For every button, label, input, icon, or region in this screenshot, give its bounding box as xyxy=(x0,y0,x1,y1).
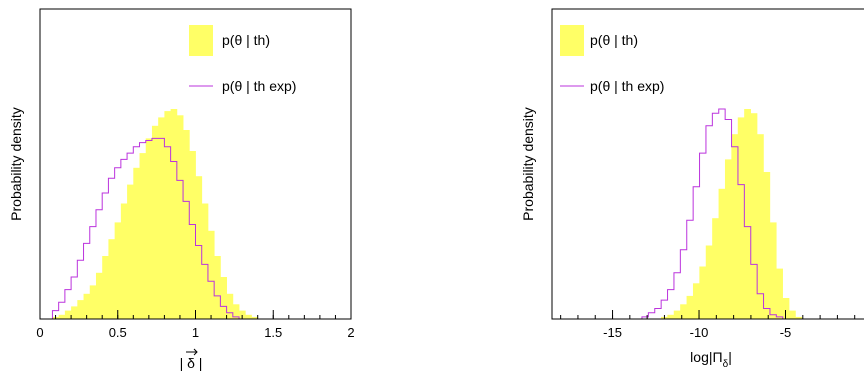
right-x-tick-labels: -15-10-50 xyxy=(603,325,792,340)
histogram-bar xyxy=(214,256,221,319)
histogram-bar xyxy=(108,239,116,319)
histogram-bar xyxy=(77,300,84,319)
right-legend-label-th: p(θ | th) xyxy=(590,32,638,48)
histogram-bar xyxy=(782,298,790,319)
histogram-bar xyxy=(120,203,128,319)
x-tick-label: 1 xyxy=(192,325,199,340)
x-tick-label: -10 xyxy=(690,325,709,340)
histogram-bar xyxy=(133,167,140,319)
right-y-axis-label: Probability density xyxy=(520,107,536,221)
x-tick-label: 0.5 xyxy=(109,325,127,340)
histogram-bar xyxy=(750,113,758,319)
histogram-bar xyxy=(239,310,246,319)
histogram-bar xyxy=(795,316,803,319)
histogram-bar xyxy=(176,115,184,319)
histogram-bar xyxy=(183,130,190,319)
histogram-bar xyxy=(763,172,771,319)
right-chart: -15-10-50 Probability density log|Πδ| p(… xyxy=(520,8,864,370)
histogram-bar xyxy=(127,184,134,319)
histogram-bar xyxy=(673,310,681,319)
left-series-th-exp-line xyxy=(51,137,240,319)
histogram-bar xyxy=(139,153,147,319)
histogram-bar xyxy=(724,159,732,319)
histogram-bar xyxy=(71,306,78,319)
histogram-bar xyxy=(712,218,719,319)
histogram-bar xyxy=(114,222,122,319)
histogram-bar xyxy=(83,293,91,319)
histogram-bar xyxy=(189,151,196,319)
histogram-bar xyxy=(680,304,687,319)
right-series-th-exp-line xyxy=(641,108,784,319)
left-chart: 0 0.5 1 1.5 2 Probability density | δ | p(θ … xyxy=(8,8,355,371)
right-legend-fill-swatch xyxy=(560,25,584,56)
right-x-axis-label: log|Πδ| xyxy=(690,349,732,370)
histogram-bar xyxy=(220,277,227,319)
x-tick-label: -5 xyxy=(780,325,792,340)
histogram-bar xyxy=(731,134,739,319)
left-x-tick-labels: 0 0.5 1 1.5 2 xyxy=(36,325,354,340)
histogram-bar xyxy=(769,222,777,319)
histogram-bar xyxy=(776,268,783,319)
histogram-bar xyxy=(251,316,259,319)
vector-arrow-icon xyxy=(186,348,198,356)
histogram-bar xyxy=(158,117,165,320)
histogram-bar xyxy=(667,314,675,319)
histogram-bar xyxy=(686,295,694,319)
right-series-th-bars xyxy=(660,109,803,320)
histogram-bar xyxy=(718,188,726,319)
histogram-bar xyxy=(195,176,203,319)
histogram-bar xyxy=(788,310,796,319)
histogram-bar xyxy=(102,256,109,319)
left-legend-label-th: p(θ | th) xyxy=(222,32,270,48)
histogram-bar xyxy=(89,285,97,319)
x-tick-label: 0 xyxy=(36,325,43,340)
histogram-bar xyxy=(64,310,72,319)
x-tick-label: 1.5 xyxy=(264,325,282,340)
x-tick-label: 2 xyxy=(347,325,354,340)
left-x-ticks xyxy=(39,310,352,319)
histogram-bar xyxy=(151,125,159,319)
histogram-bar xyxy=(58,314,66,319)
histogram-bar xyxy=(201,203,209,319)
histogram-bar xyxy=(226,293,234,319)
x-tick-label: -15 xyxy=(603,325,622,340)
histogram-bar xyxy=(170,109,178,319)
histogram-bar xyxy=(699,266,707,319)
histogram-bar xyxy=(744,109,751,319)
histogram-bar xyxy=(164,111,172,319)
right-x-ticks xyxy=(560,310,856,319)
histogram-bar xyxy=(207,230,215,319)
right-legend-label-th-exp: p(θ | th exp) xyxy=(590,78,664,94)
histogram-bar xyxy=(95,272,103,319)
histogram-bar xyxy=(756,134,764,319)
histogram-bar xyxy=(705,245,713,319)
histogram-bar xyxy=(145,138,153,319)
left-series-th-bars xyxy=(52,109,259,320)
left-x-axis-label: | δ | xyxy=(180,355,203,371)
histogram-bar xyxy=(692,283,700,319)
right-plot-frame xyxy=(551,8,864,320)
left-legend-label-th-exp: p(θ | th exp) xyxy=(222,78,296,94)
histogram-bar xyxy=(737,117,745,320)
histogram-bar xyxy=(232,304,240,319)
left-y-axis-label: Probability density xyxy=(8,107,24,221)
histogram-bar xyxy=(245,314,252,319)
left-legend-fill-swatch xyxy=(189,25,213,56)
